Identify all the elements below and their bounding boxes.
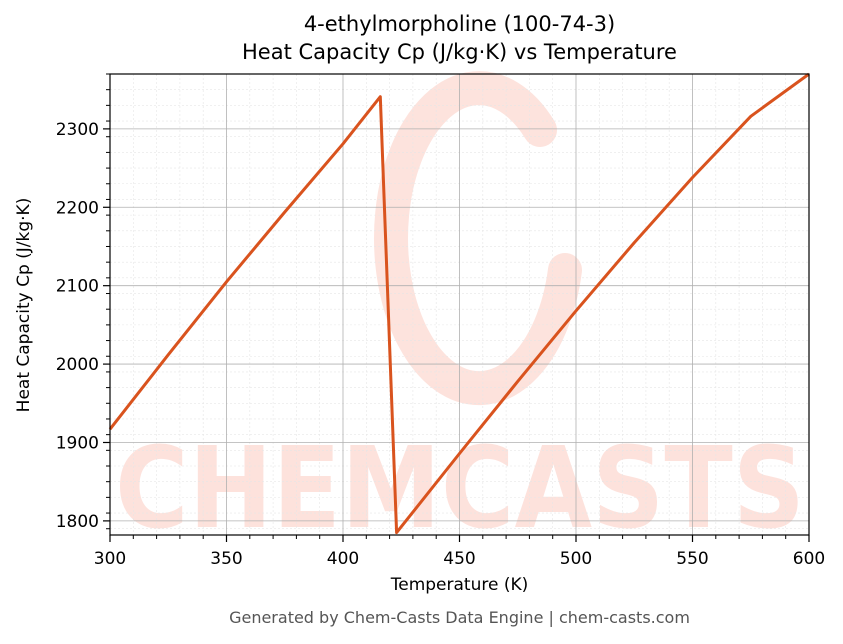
y-tick-label: 2000 xyxy=(56,355,99,375)
x-tick-label: 300 xyxy=(94,549,126,569)
y-tick-label: 2100 xyxy=(56,277,99,297)
svg-text:CHEMCASTS: CHEMCASTS xyxy=(115,424,805,554)
x-tick-label: 550 xyxy=(676,549,708,569)
watermark-logo: CHEMCASTS xyxy=(115,71,805,554)
x-tick-label: 400 xyxy=(327,549,359,569)
x-tick-label: 450 xyxy=(443,549,475,569)
y-axis-label: Heat Capacity Cp (J/kg·K) xyxy=(14,197,34,413)
y-tick-label: 1900 xyxy=(56,433,99,453)
x-tick-label: 600 xyxy=(793,549,825,569)
chart-title-line-1: 4-ethylmorpholine (100-74-3) xyxy=(303,12,616,36)
y-tick-label: 1800 xyxy=(56,512,99,532)
y-tick-label: 2300 xyxy=(56,120,99,140)
series-line xyxy=(108,72,810,535)
y-tick-label: 2200 xyxy=(56,198,99,218)
x-axis-label: Temperature (K) xyxy=(390,575,529,595)
x-tick-label: 500 xyxy=(560,549,592,569)
footer-credit: Generated by Chem-Casts Data Engine | ch… xyxy=(229,608,690,627)
chart-title-line-2: Heat Capacity Cp (J/kg·K) vs Temperature xyxy=(242,40,677,64)
x-tick-label: 350 xyxy=(210,549,242,569)
